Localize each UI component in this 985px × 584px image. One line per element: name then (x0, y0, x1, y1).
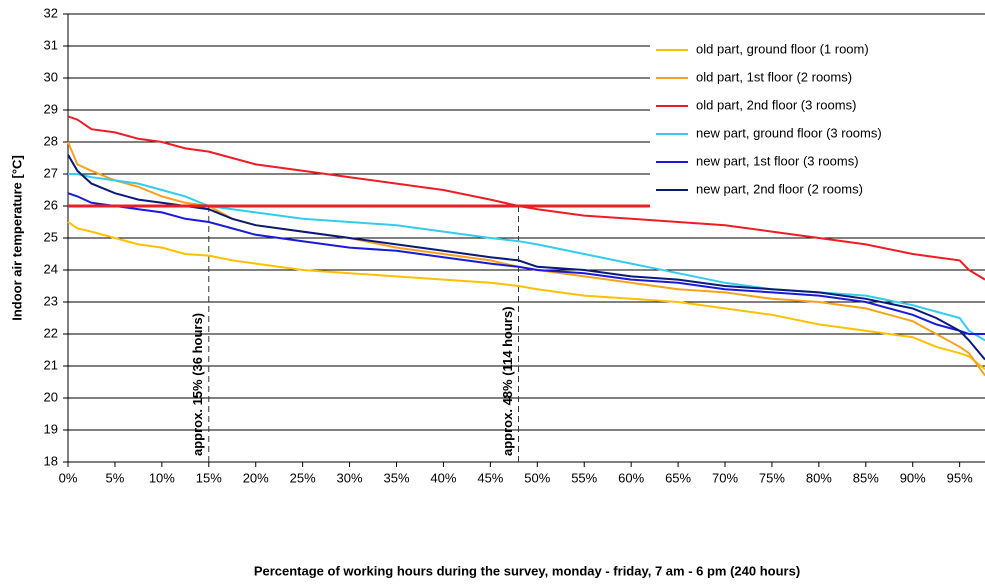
x-tick-label: 30% (337, 470, 363, 485)
y-tick-label: 28 (44, 133, 58, 148)
y-tick-label: 23 (44, 293, 58, 308)
series-line (67, 221, 985, 370)
x-tick-label: 75% (759, 470, 785, 485)
x-tick-label: 70% (712, 470, 738, 485)
y-tick-label: 18 (44, 453, 58, 468)
legend-box (650, 36, 985, 208)
x-tick-label: 90% (900, 470, 926, 485)
x-axis-title: Percentage of working hours during the s… (254, 563, 800, 578)
series-line (67, 192, 985, 335)
x-tick-label: 85% (853, 470, 879, 485)
y-tick-label: 30 (44, 69, 58, 84)
x-tick-label: 45% (477, 470, 503, 485)
y-tick-label: 27 (44, 165, 58, 180)
x-tick-label: 50% (524, 470, 550, 485)
y-tick-label: 29 (44, 101, 58, 116)
annotation: approx. 48% (114 hours) (500, 306, 515, 456)
y-tick-label: 25 (44, 229, 58, 244)
y-tick-label: 31 (44, 37, 58, 52)
series-line (67, 154, 985, 361)
y-tick-label: 32 (44, 5, 58, 20)
x-tick-label: 0% (59, 470, 78, 485)
annotation: approx. 15% (36 hours) (190, 313, 205, 456)
x-tick-label: 20% (243, 470, 269, 485)
x-tick-label: 25% (290, 470, 316, 485)
y-tick-label: 22 (44, 325, 58, 340)
legend-label: new part, 2nd floor (2 rooms) (696, 181, 863, 196)
y-tick-label: 19 (44, 421, 58, 436)
x-tick-label: 40% (430, 470, 456, 485)
y-axis-title: Indoor air temperature [°C] (9, 155, 24, 321)
x-tick-label: 65% (665, 470, 691, 485)
x-tick-label: 60% (618, 470, 644, 485)
x-tick-label: 80% (806, 470, 832, 485)
x-tick-label: 55% (571, 470, 597, 485)
x-tick-label: 95% (947, 470, 973, 485)
x-tick-label: 15% (196, 470, 222, 485)
y-tick-label: 26 (44, 197, 58, 212)
y-tick-label: 21 (44, 357, 58, 372)
legend-label: old part, 2nd floor (3 rooms) (696, 97, 856, 112)
y-tick-label: 24 (44, 261, 58, 276)
legend-label: new part, ground floor (3 rooms) (696, 125, 882, 140)
legend-label: old part, 1st floor (2 rooms) (696, 69, 852, 84)
series-line (68, 173, 985, 342)
x-tick-label: 10% (149, 470, 175, 485)
legend-label: old part, ground floor (1 room) (696, 41, 869, 56)
series-line (67, 141, 985, 377)
x-tick-label: 35% (383, 470, 409, 485)
x-tick-label: 5% (106, 470, 125, 485)
series-line (67, 115, 985, 281)
y-tick-label: 20 (44, 389, 58, 404)
legend-label: new part, 1st floor (3 rooms) (696, 153, 859, 168)
